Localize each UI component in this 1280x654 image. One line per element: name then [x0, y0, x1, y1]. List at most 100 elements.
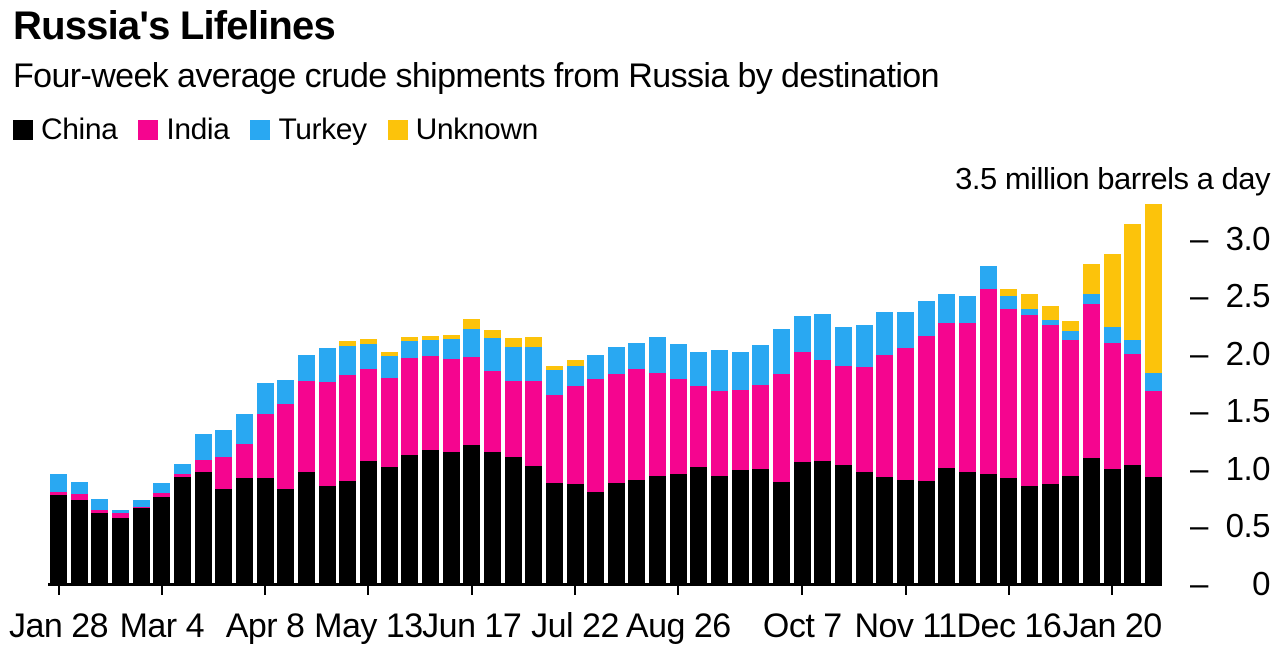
bar-segment-india	[463, 356, 481, 445]
y-tick-1.0: –1.0	[1190, 449, 1271, 487]
bar-week-50	[1062, 320, 1080, 583]
bar-segment-india	[401, 357, 419, 456]
bar-segment-china	[50, 494, 67, 583]
x-tick-label-aug-26: Aug 26	[625, 607, 731, 645]
bar-segment-india	[132, 507, 150, 509]
chart-legend: China India Turkey Unknown	[13, 113, 559, 147]
bar-week-39	[835, 326, 853, 583]
chart-subtitle: Four-week average crude shipments from R…	[13, 57, 940, 95]
legend-item-india: India	[138, 113, 230, 147]
bar-segment-china	[545, 483, 563, 583]
x-tick-label-jul-22: Jul 22	[531, 607, 619, 645]
bar-segment-china	[1124, 464, 1142, 583]
bar-segment-unknown	[401, 336, 419, 342]
bar-week-11	[256, 382, 274, 583]
x-tick-mark-oct-7	[801, 586, 804, 595]
bar-segment-china	[277, 488, 295, 583]
bar-week-1	[50, 473, 67, 583]
bar-week-41	[876, 311, 894, 583]
bar-week-4	[111, 509, 129, 583]
bar-week-30	[649, 336, 667, 583]
bar-week-54	[1145, 203, 1162, 583]
x-tick-mark-jul-22	[574, 586, 576, 595]
bar-segment-india	[1041, 325, 1059, 485]
bar-segment-china	[401, 455, 419, 583]
bar-segment-turkey	[814, 313, 832, 360]
bar-segment-china	[339, 480, 357, 583]
bar-segment-india	[277, 403, 295, 489]
bar-week-28	[607, 347, 625, 583]
y-tick-value: 3.0	[1225, 219, 1271, 257]
bar-segment-india	[1083, 303, 1101, 458]
bar-segment-turkey	[442, 339, 460, 359]
bar-segment-turkey	[669, 343, 687, 380]
y-tick-value: 0	[1252, 564, 1270, 602]
legend-swatch-india	[138, 120, 159, 140]
bar-segment-india	[938, 323, 956, 468]
bar-segment-india	[1062, 340, 1080, 476]
y-tick-dash: –	[1190, 277, 1208, 314]
bar-week-23	[504, 338, 522, 583]
bar-segment-china	[297, 471, 315, 583]
legend-item-china: China	[13, 113, 118, 147]
bar-segment-turkey	[1041, 319, 1059, 326]
bar-segment-india	[917, 335, 935, 481]
bar-segment-india	[959, 323, 977, 472]
bar-segment-turkey	[339, 346, 357, 375]
y-tick-dash: –	[1190, 334, 1208, 372]
bar-segment-india	[545, 394, 563, 483]
bar-segment-turkey	[752, 344, 770, 386]
bar-segment-india	[194, 460, 212, 472]
bar-segment-india	[1124, 354, 1142, 465]
bar-segment-india	[897, 348, 915, 480]
bar-segment-china	[504, 456, 522, 583]
bar-segment-turkey	[917, 301, 935, 336]
bar-week-31	[669, 343, 687, 583]
y-tick-3.0: –3.0	[1190, 219, 1271, 257]
y-tick-value: 1.5	[1225, 392, 1271, 429]
bar-segment-china	[628, 479, 646, 583]
bar-segment-china	[690, 466, 708, 583]
bar-segment-china	[1103, 469, 1121, 583]
bar-segment-china	[194, 471, 212, 583]
bar-segment-india	[91, 509, 109, 513]
bar-segment-china	[256, 478, 274, 583]
bar-segment-china	[587, 492, 605, 583]
bar-week-21	[463, 318, 481, 583]
bar-segment-turkey	[793, 316, 811, 352]
bar-segment-china	[215, 488, 233, 583]
x-tick-label-nov-11: Nov 11	[854, 607, 957, 645]
bar-segment-turkey	[628, 342, 646, 370]
bar-segment-turkey	[256, 382, 274, 414]
bar-week-32	[690, 351, 708, 583]
bar-segment-india	[1021, 315, 1039, 487]
bar-week-49	[1041, 305, 1059, 583]
x-tick-mark-apr-8	[264, 586, 267, 595]
bar-segment-unknown	[1062, 320, 1080, 332]
x-tick-label-dec-16: Dec 16	[956, 607, 1062, 645]
bar-segment-india	[628, 369, 646, 480]
bar-segment-india	[587, 379, 605, 493]
bar-segment-turkey	[607, 347, 625, 374]
bar-segment-china	[1145, 477, 1162, 583]
bar-segment-turkey	[525, 347, 543, 381]
bar-segment-china	[173, 477, 191, 583]
bar-week-46	[979, 265, 997, 583]
bar-segment-india	[1000, 309, 1018, 479]
legend-label: China	[41, 113, 118, 146]
bar-segment-turkey	[235, 413, 253, 444]
bar-segment-india	[235, 443, 253, 479]
bar-week-5	[132, 500, 150, 583]
bar-week-16	[359, 339, 377, 583]
y-tick-value: 1.0	[1225, 449, 1271, 487]
bar-segment-india	[525, 380, 543, 466]
bar-week-37	[793, 316, 811, 583]
x-axis-line	[48, 583, 1162, 586]
bar-segment-unknown	[1021, 294, 1039, 310]
bar-segment-unknown	[1000, 288, 1018, 296]
bar-segment-india	[70, 494, 88, 501]
bar-segment-china	[1062, 476, 1080, 583]
y-tick-dash: –	[1190, 507, 1208, 544]
legend-swatch-unknown	[387, 120, 408, 140]
